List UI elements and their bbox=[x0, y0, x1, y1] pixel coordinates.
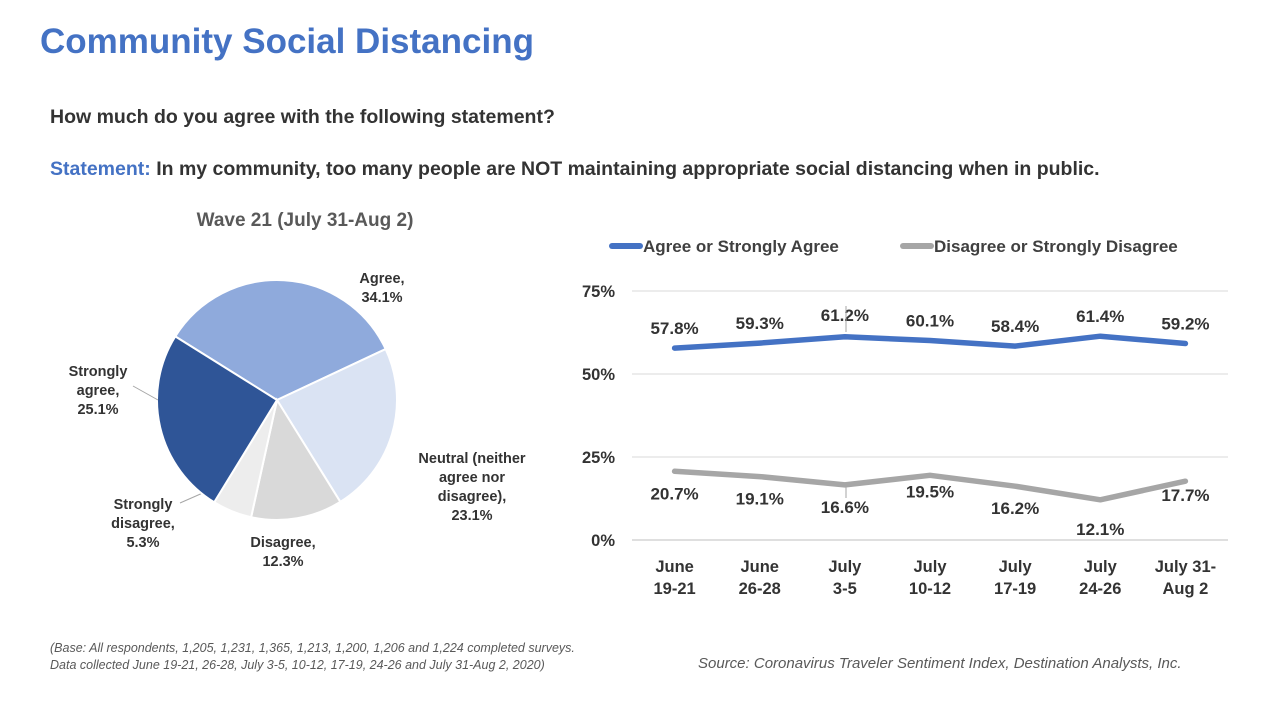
x-tick-label-line: 10-12 bbox=[909, 580, 951, 598]
pie-slice-label-line: 34.1% bbox=[361, 290, 402, 306]
pie-slice-label-line: agree, bbox=[77, 383, 120, 399]
pie-chart-title: Wave 21 (July 31-Aug 2) bbox=[196, 210, 414, 231]
pie-slice bbox=[275, 347, 399, 504]
data-label: 60.1% bbox=[906, 311, 954, 330]
x-tick-label-line: June bbox=[655, 558, 694, 576]
data-label: 61.4% bbox=[1076, 307, 1124, 326]
y-tick-label: 25% bbox=[582, 449, 615, 467]
legend-label: Disagree or Strongly Disagree bbox=[934, 237, 1178, 256]
pie-slice bbox=[173, 279, 387, 402]
x-tick-label: July 17-19 bbox=[994, 558, 1036, 598]
pie-slice-label-line: agree nor bbox=[439, 470, 505, 486]
pie-slice-label-line: 12.3% bbox=[262, 554, 303, 570]
series-line bbox=[671, 468, 1189, 503]
x-tick-label-line: 24-26 bbox=[1079, 580, 1121, 598]
pie-slice-label-line: disagree, bbox=[111, 516, 175, 532]
x-tick-label-line: July bbox=[913, 558, 947, 576]
pie-slice bbox=[156, 335, 279, 504]
footnote-line-2: Data collected June 19-21, 26-28, July 3… bbox=[50, 658, 545, 672]
pie-slice-label-line: Disagree, bbox=[250, 535, 315, 551]
statement-label: Statement: bbox=[50, 158, 151, 180]
series-line bbox=[671, 333, 1189, 351]
y-tick-label: 0% bbox=[591, 532, 615, 550]
data-label: 57.8% bbox=[650, 319, 698, 338]
survey-question: How much do you agree with the following… bbox=[50, 106, 555, 128]
x-tick-label-line: 19-21 bbox=[653, 580, 695, 598]
pie-slice-label: Strongly disagree, 5.3% bbox=[111, 497, 175, 551]
data-label: 12.1% bbox=[1076, 520, 1124, 539]
data-label: 16.6% bbox=[821, 498, 869, 517]
statement-text: In my community, too many people are NOT… bbox=[156, 158, 1100, 180]
footnote: (Base: All respondents, 1,205, 1,231, 1,… bbox=[50, 640, 575, 674]
data-label: 19.1% bbox=[736, 490, 784, 509]
x-tick-label-line: July bbox=[999, 558, 1033, 576]
x-tick-label-line: July bbox=[1084, 558, 1118, 576]
data-label: 58.4% bbox=[991, 317, 1039, 336]
source-note: Source: Coronavirus Traveler Sentiment I… bbox=[698, 655, 1182, 672]
x-tick-label-line: 3-5 bbox=[833, 580, 857, 598]
survey-statement: Statement: In my community, too many peo… bbox=[50, 158, 1100, 181]
x-tick-label-line: 26-28 bbox=[739, 580, 781, 598]
pie-slice-label: Disagree, 12.3% bbox=[250, 535, 315, 570]
x-tick-label-line: July 31- bbox=[1155, 558, 1216, 576]
footnote-line-1: (Base: All respondents, 1,205, 1,231, 1,… bbox=[50, 641, 575, 655]
y-tick-label: 50% bbox=[582, 366, 615, 384]
page-title: Community Social Distancing bbox=[40, 22, 534, 61]
x-tick-label-line: 17-19 bbox=[994, 580, 1036, 598]
pie-slice-label: Agree, 34.1% bbox=[359, 271, 404, 306]
data-label: 17.7% bbox=[1161, 486, 1209, 505]
pie-slice-label: Strongly agree, 25.1% bbox=[69, 364, 128, 418]
data-label: 59.2% bbox=[1161, 314, 1209, 333]
x-tick-label: July 3-5 bbox=[828, 558, 862, 598]
pie-slice bbox=[249, 397, 342, 522]
data-label: 19.5% bbox=[906, 482, 954, 501]
legend-label: Agree or Strongly Agree bbox=[643, 237, 839, 256]
x-tick-label: July 24-26 bbox=[1079, 558, 1121, 598]
data-label: 59.3% bbox=[736, 314, 784, 333]
x-tick-label-line: July bbox=[828, 558, 862, 576]
pie-slice-label: Neutral (neither agree nor disagree), 23.1% bbox=[418, 451, 526, 524]
x-tick-label: June 19-21 bbox=[653, 558, 695, 598]
data-label: 61.2% bbox=[821, 306, 869, 325]
x-tick-label: June 26-28 bbox=[739, 558, 781, 598]
x-tick-label-line: Aug 2 bbox=[1163, 580, 1209, 598]
x-tick-label: July 31- Aug 2 bbox=[1155, 558, 1216, 598]
y-tick-label: 75% bbox=[582, 283, 615, 301]
data-label: 20.7% bbox=[650, 484, 698, 503]
x-tick-label: July 10-12 bbox=[909, 558, 951, 598]
pie-slice-label-line: Strongly bbox=[69, 364, 128, 380]
pie-slice-label-line: disagree), bbox=[438, 489, 507, 505]
pie-slice-label-line: 5.3% bbox=[126, 535, 159, 551]
pie-leader-line bbox=[132, 385, 159, 401]
x-tick-label-line: June bbox=[740, 558, 779, 576]
pie-slice-label-line: Agree, bbox=[359, 271, 404, 287]
pie-slice-label-line: Neutral (neither bbox=[418, 451, 526, 467]
data-label: 16.2% bbox=[991, 499, 1039, 518]
pie-slice-label-line: 25.1% bbox=[77, 402, 118, 418]
pie-slice-label-line: 23.1% bbox=[451, 508, 492, 524]
pie-slice-label-line: Strongly bbox=[114, 497, 173, 513]
